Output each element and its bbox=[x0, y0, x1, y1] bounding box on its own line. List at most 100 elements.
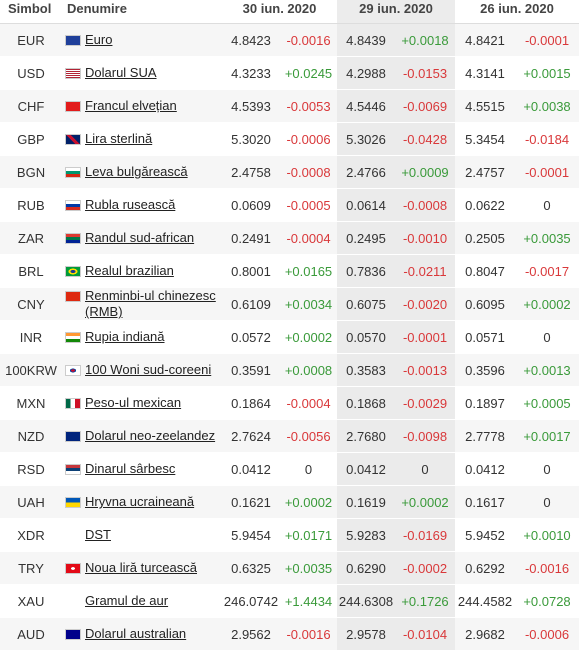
change-cell: -0.0001 bbox=[515, 155, 579, 189]
currency-link[interactable]: Dolarul australian bbox=[85, 626, 187, 641]
name-wrap: Hryvna ucraineană bbox=[65, 494, 220, 510]
rate-cell: 244.4582 bbox=[455, 584, 515, 618]
change-cell: -0.0008 bbox=[395, 188, 455, 222]
currency-link[interactable]: Francul elvețian bbox=[85, 98, 177, 113]
name-wrap: Dolarul SUA bbox=[65, 65, 220, 81]
change-cell: +0.0165 bbox=[280, 254, 337, 288]
rate-cell: 2.7778 bbox=[455, 419, 515, 453]
symbol-cell: BRL bbox=[0, 254, 62, 288]
currency-link[interactable]: Noua liră turcească bbox=[85, 560, 197, 575]
change-cell: +0.0009 bbox=[395, 155, 455, 189]
rate-cell: 5.3454 bbox=[455, 122, 515, 156]
rate-cell: 0.6095 bbox=[455, 287, 515, 321]
change-cell: -0.0005 bbox=[280, 188, 337, 222]
rate-cell: 0.6109 bbox=[222, 287, 280, 321]
currency-link[interactable]: Renminbi-ul chinezesc (RMB) bbox=[85, 288, 216, 319]
table-body: EUR Euro 4.8423 -0.0016 4.8439 +0.0018 4.8421-… bbox=[0, 23, 579, 651]
change-cell: -0.0029 bbox=[395, 386, 455, 420]
currency-link[interactable]: Rubla rusească bbox=[85, 197, 176, 212]
change-cell: +0.0002 bbox=[280, 320, 337, 354]
change-cell: 0 bbox=[515, 485, 579, 519]
change-cell: +0.0015 bbox=[515, 56, 579, 90]
rate-cell: 4.5393 bbox=[222, 89, 280, 123]
change-cell: 0 bbox=[395, 452, 455, 486]
change-cell: -0.0004 bbox=[280, 386, 337, 420]
rate-cell: 2.9682 bbox=[455, 617, 515, 651]
currency-link[interactable]: Rupia indiană bbox=[85, 329, 165, 344]
rate-cell: 0.1619 bbox=[337, 485, 395, 519]
currency-link[interactable]: 100 Woni sud-coreeni bbox=[85, 362, 212, 377]
flag-icon bbox=[65, 101, 81, 112]
symbol-cell: RUB bbox=[0, 188, 62, 222]
rate-cell: 0.0571 bbox=[455, 320, 515, 354]
name-wrap: Francul elvețian bbox=[65, 98, 220, 114]
change-cell: +0.0002 bbox=[280, 485, 337, 519]
currency-link[interactable]: Euro bbox=[85, 32, 113, 47]
change-cell: +0.0018 bbox=[395, 23, 455, 57]
currency-link[interactable]: Randul sud-african bbox=[85, 230, 195, 245]
header-cell: Simbol bbox=[0, 0, 62, 24]
change-cell: +0.0038 bbox=[515, 89, 579, 123]
table-row: 100KRW 100 Woni sud-coreeni 0.3591 +0.0008 0… bbox=[0, 353, 579, 387]
rate-cell: 4.8423 bbox=[222, 23, 280, 57]
rate-cell: 5.9454 bbox=[222, 518, 280, 552]
header-cell: 30 iun. 2020 bbox=[222, 0, 337, 24]
change-cell: +0.0005 bbox=[515, 386, 579, 420]
change-cell: -0.0001 bbox=[515, 23, 579, 57]
rate-cell: 0.6075 bbox=[337, 287, 395, 321]
rate-cell: 0.3596 bbox=[455, 353, 515, 387]
currency-link[interactable]: Dolarul SUA bbox=[85, 65, 157, 80]
change-cell: -0.0001 bbox=[395, 320, 455, 354]
rate-cell: 4.5446 bbox=[337, 89, 395, 123]
name-wrap: Peso-ul mexican bbox=[65, 395, 220, 411]
name-cell: Dolarul australian bbox=[62, 617, 222, 651]
flag-icon bbox=[65, 35, 81, 46]
change-cell: -0.0016 bbox=[280, 23, 337, 57]
change-cell: -0.0211 bbox=[395, 254, 455, 288]
symbol-cell: INR bbox=[0, 320, 62, 354]
currency-link[interactable]: DST bbox=[85, 527, 111, 542]
name-cell: Dinarul sârbesc bbox=[62, 452, 222, 486]
change-cell: -0.0428 bbox=[395, 122, 455, 156]
name-cell: Francul elvețian bbox=[62, 89, 222, 123]
currency-link[interactable]: Dolarul neo-zeelandez bbox=[85, 428, 216, 443]
symbol-cell: UAH bbox=[0, 485, 62, 519]
rate-cell: 0.1617 bbox=[455, 485, 515, 519]
flag-icon bbox=[65, 291, 81, 302]
change-cell: +0.0171 bbox=[280, 518, 337, 552]
rate-cell: 2.4757 bbox=[455, 155, 515, 189]
change-cell: -0.0016 bbox=[280, 617, 337, 651]
currency-link[interactable]: Gramul de aur bbox=[85, 593, 169, 608]
table-row: UAH Hryvna ucraineană 0.1621 +0.0002 0.1619 +… bbox=[0, 485, 579, 519]
symbol-cell: RSD bbox=[0, 452, 62, 486]
currency-link[interactable]: Hryvna ucraineană bbox=[85, 494, 195, 509]
change-cell: -0.0006 bbox=[515, 617, 579, 651]
currency-link[interactable]: Peso-ul mexican bbox=[85, 395, 182, 410]
header-cell: 26 iun. 2020 bbox=[455, 0, 579, 24]
name-cell: 100 Woni sud-coreeni bbox=[62, 353, 222, 387]
name-cell: Hryvna ucraineană bbox=[62, 485, 222, 519]
rate-cell: 0.1621 bbox=[222, 485, 280, 519]
change-cell: -0.0104 bbox=[395, 617, 455, 651]
table-row: XAU Gramul de aur 246.0742 +1.4434 244.6308 +… bbox=[0, 584, 579, 618]
symbol-cell: CNY bbox=[0, 287, 62, 321]
table-row: MXN Peso-ul mexican 0.1864 -0.0004 0.1868 -0.… bbox=[0, 386, 579, 420]
name-wrap: Randul sud-african bbox=[65, 230, 220, 246]
change-cell: +0.0017 bbox=[515, 419, 579, 453]
symbol-cell: TRY bbox=[0, 551, 62, 585]
rate-cell: 4.8439 bbox=[337, 23, 395, 57]
change-cell: -0.0056 bbox=[280, 419, 337, 453]
currency-link[interactable]: Realul brazilian bbox=[85, 263, 174, 278]
rate-cell: 0.6290 bbox=[337, 551, 395, 585]
currency-link[interactable]: Dinarul sârbesc bbox=[85, 461, 176, 476]
symbol-cell: GBP bbox=[0, 122, 62, 156]
rate-cell: 0.8047 bbox=[455, 254, 515, 288]
currency-link[interactable]: Lira sterlină bbox=[85, 131, 153, 146]
table-row: XDR DST 5.9454 +0.0171 5.9283 -0.0169 5.9452 +0… bbox=[0, 518, 579, 552]
table-row: RUB Rubla rusească 0.0609 -0.0005 0.0614 -0.0… bbox=[0, 188, 579, 222]
currency-link[interactable]: Leva bulgărească bbox=[85, 164, 188, 179]
change-cell: -0.0020 bbox=[395, 287, 455, 321]
rate-cell: 2.4758 bbox=[222, 155, 280, 189]
symbol-cell: EUR bbox=[0, 23, 62, 57]
